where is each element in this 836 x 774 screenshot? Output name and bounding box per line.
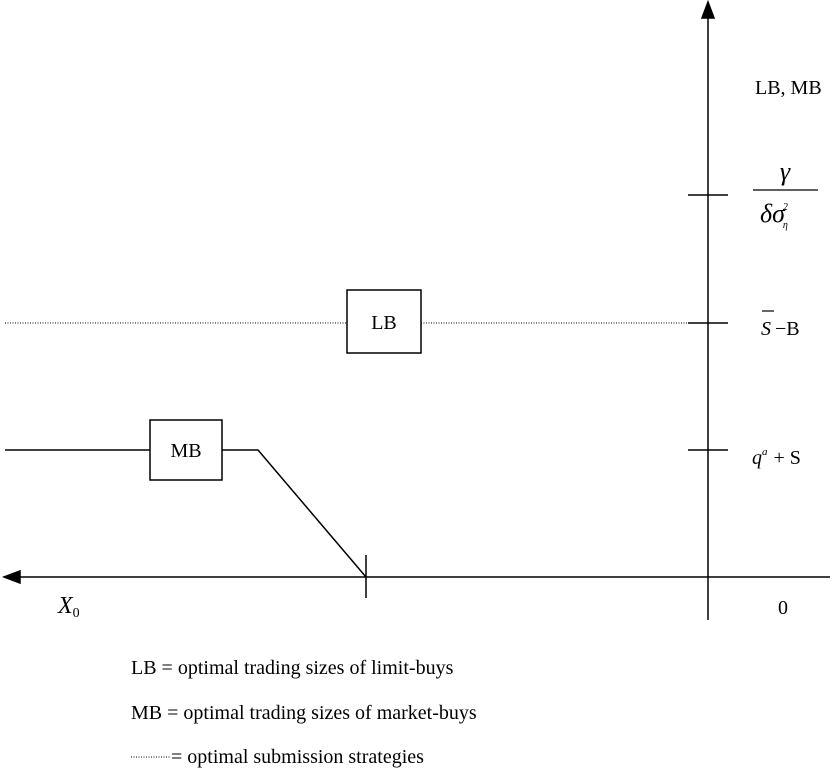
base: q bbox=[752, 447, 762, 469]
axis-arrow bbox=[1, 569, 21, 585]
axis-arrow bbox=[700, 0, 716, 19]
box-label: MB bbox=[170, 440, 201, 462]
box-label: LB bbox=[371, 312, 397, 334]
base: S bbox=[761, 318, 771, 340]
tick-denominator: δσ2 η bbox=[760, 199, 788, 231]
sub: η bbox=[783, 220, 788, 231]
legend-text: LB = optimal trading sizes of limit-buys bbox=[131, 657, 454, 679]
mb-line bbox=[222, 449, 367, 578]
sup: 2 bbox=[783, 202, 788, 213]
legend-text: MB = optimal trading sizes of market-buy… bbox=[131, 702, 477, 724]
sup: a bbox=[762, 446, 768, 458]
rest: + S bbox=[774, 447, 801, 469]
lb-box bbox=[346, 289, 422, 354]
axis-label: LB, MB bbox=[755, 77, 822, 99]
origin-label: 0 bbox=[778, 597, 788, 619]
x-label: X0 bbox=[57, 593, 80, 621]
mb-box bbox=[149, 419, 223, 481]
tick-label: qa + S bbox=[752, 446, 801, 469]
sub: 0 bbox=[73, 606, 80, 621]
legend-text: = optimal submission strategies bbox=[171, 746, 424, 768]
base: X bbox=[57, 593, 74, 619]
denominator-base: δσ bbox=[760, 199, 786, 228]
tick-numerator: γ bbox=[780, 157, 791, 186]
tick-label: S −B bbox=[761, 318, 800, 340]
rest: −B bbox=[775, 318, 800, 340]
